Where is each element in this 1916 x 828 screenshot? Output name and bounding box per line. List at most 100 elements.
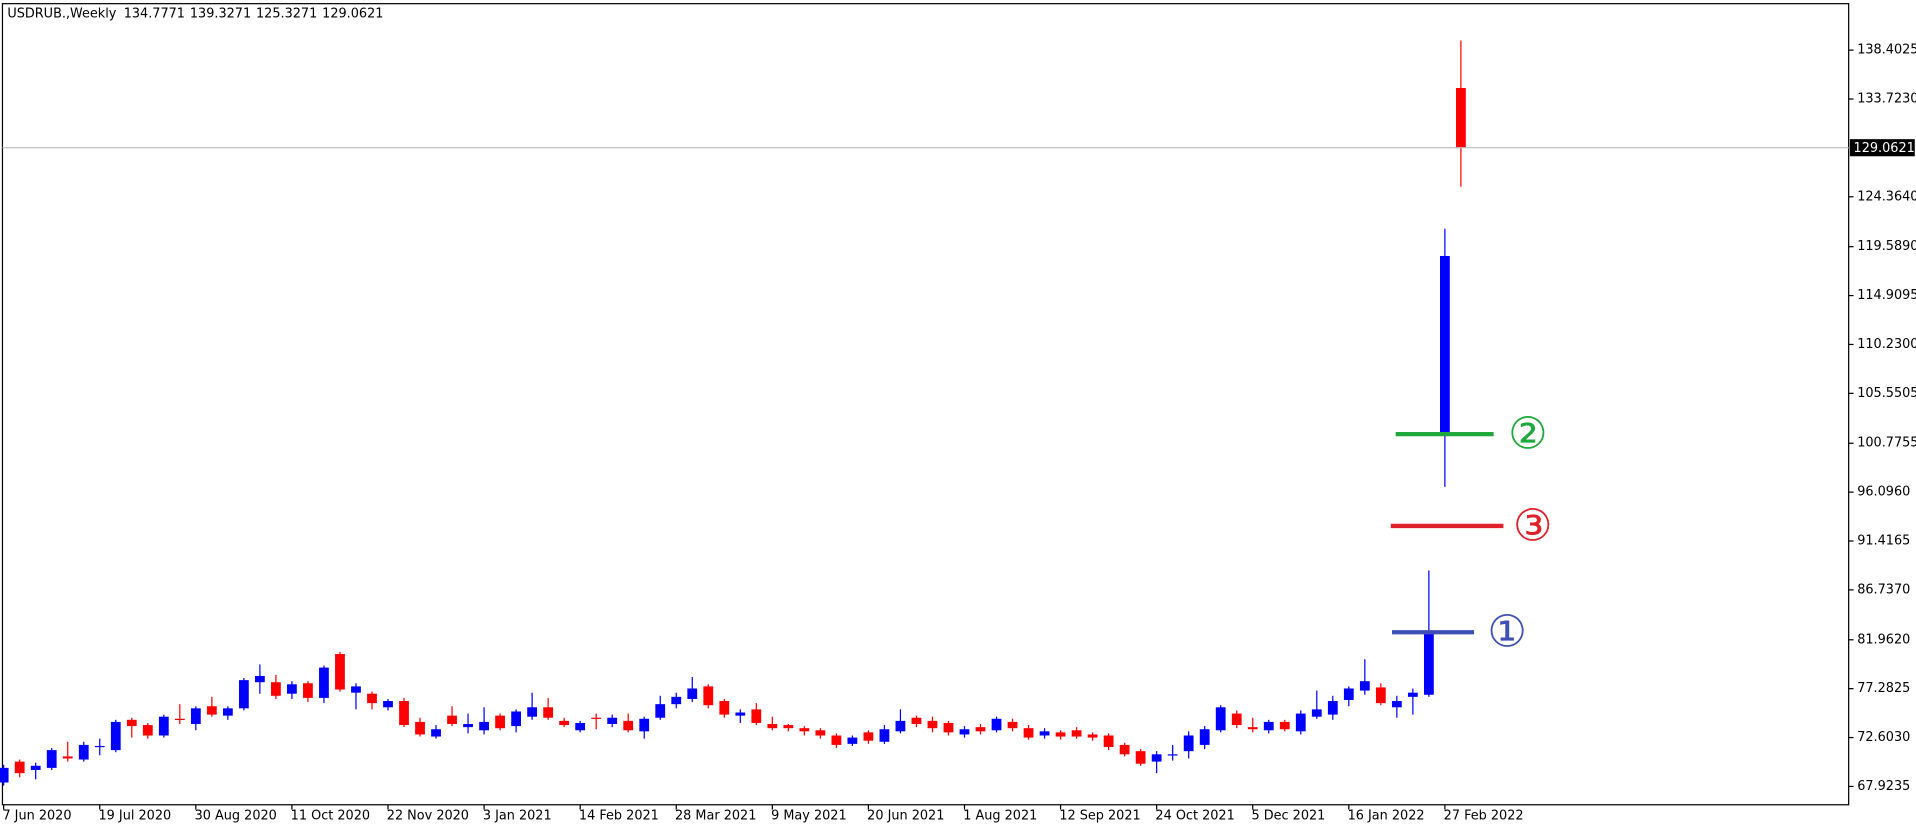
candle-body: [751, 709, 762, 723]
x-tick-label: 3 Jan 2021: [483, 808, 552, 823]
header-close: 129.0621: [322, 6, 383, 21]
candle-body: [271, 682, 281, 696]
candle-body: [543, 707, 554, 718]
candle-body: [126, 719, 137, 727]
candle-body: [30, 765, 41, 770]
x-tick-label: 22 Nov 2020: [387, 808, 469, 823]
candle-body: [142, 725, 153, 736]
header-low: 125.3271: [256, 6, 317, 21]
x-tick-label: 16 Jan 2022: [1348, 808, 1425, 823]
candle-body: [399, 701, 409, 726]
y-tick-label: 96.0960: [1857, 485, 1910, 500]
candle-body: [46, 750, 57, 768]
candle-body: [991, 718, 1002, 731]
candle-body: [1087, 734, 1098, 738]
x-tick-label: 28 Mar 2021: [675, 808, 756, 823]
y-tick-label: 91.4165: [1857, 534, 1910, 549]
y-tick-label: 67.9235: [1857, 779, 1910, 794]
candle-body: [94, 745, 105, 748]
candle-body: [623, 720, 634, 731]
header-high: 139.3271: [190, 6, 251, 21]
y-tick-label: 110.2300: [1857, 337, 1916, 352]
last-price-box: [1849, 139, 1915, 157]
last-price-label: 129.0621: [1854, 141, 1915, 156]
candle-body: [1103, 735, 1114, 747]
x-tick-label: 9 May 2021: [771, 808, 847, 823]
candle-body: [1423, 633, 1434, 695]
candle-body: [174, 718, 185, 721]
plot-frame: [1, 3, 1850, 806]
candle-body: [1183, 735, 1194, 752]
candle-body: [479, 721, 489, 731]
candle-body: [1359, 681, 1370, 691]
candle-body: [767, 724, 778, 729]
candle-body: [1247, 727, 1258, 730]
candle-body: [975, 727, 986, 732]
candle-body: [655, 704, 666, 718]
candle-body: [879, 729, 890, 742]
candle-body: [1327, 701, 1338, 715]
candle-body: [1391, 701, 1402, 708]
candle-body: [847, 737, 858, 744]
candle-body: [1375, 687, 1386, 704]
x-tick-label: 30 Aug 2020: [195, 808, 277, 823]
candle-body: [1311, 709, 1322, 717]
candle-body: [431, 729, 441, 737]
candle-body: [719, 701, 730, 715]
candle-body: [1119, 744, 1130, 755]
candle-body: [911, 717, 922, 725]
candle-body: [1167, 754, 1178, 756]
candle-body: [607, 717, 618, 725]
candle-body: [927, 720, 938, 729]
candle-body: [206, 706, 217, 715]
candle-body: [863, 732, 874, 741]
candle-body: [383, 701, 393, 708]
candle-body: [559, 720, 570, 726]
y-tick-label: 119.5890: [1857, 239, 1916, 254]
candle-body: [335, 654, 345, 690]
header-open: 134.7771: [124, 6, 185, 21]
candle-body: [1007, 721, 1018, 729]
y-tick-label: 72.6030: [1857, 730, 1910, 745]
candle-body: [1231, 713, 1242, 726]
candle-body: [1456, 88, 1466, 148]
candle-body: [303, 683, 313, 698]
y-tick-label: 133.7230: [1857, 92, 1916, 107]
candle-body: [703, 686, 714, 706]
y-tick-label: 77.2825: [1857, 681, 1910, 696]
candle-body: [0, 767, 9, 783]
candle-body: [1343, 688, 1354, 700]
candle-body: [287, 684, 297, 694]
y-tick-label: 100.7755: [1857, 436, 1916, 451]
candle-body: [1295, 713, 1306, 732]
candle-body: [1279, 721, 1290, 730]
candle-body: [1407, 692, 1418, 697]
candle-body: [1263, 721, 1274, 731]
annotation-label: ③: [1513, 500, 1553, 551]
candle-body: [815, 730, 826, 736]
candle-body: [158, 716, 169, 736]
y-tick-label: 138.4025: [1857, 43, 1916, 58]
candle-body: [254, 675, 265, 683]
candle-body: [351, 686, 361, 693]
annotation-label: ①: [1487, 607, 1527, 658]
x-tick-label: 1 Aug 2021: [963, 808, 1037, 823]
candle-body: [527, 707, 538, 717]
candle-body: [238, 680, 249, 709]
candle-body: [799, 728, 810, 732]
candle-body: [639, 718, 650, 732]
x-tick-label: 5 Dec 2021: [1252, 808, 1326, 823]
candle-body: [62, 756, 73, 759]
candle-body: [415, 721, 425, 735]
candle-body: [1439, 255, 1450, 435]
x-tick-label: 11 Oct 2020: [291, 808, 370, 823]
candle-body: [1135, 751, 1146, 764]
candle-body: [575, 722, 586, 731]
candle-body: [1039, 731, 1050, 736]
chart-header: USDRUB.,Weekly 134.7771 139.3271 125.3271 12…: [7, 6, 383, 21]
candle-body: [783, 725, 794, 729]
y-tick-label: 124.3640: [1857, 189, 1916, 204]
x-tick-label: 14 Feb 2021: [579, 808, 659, 823]
